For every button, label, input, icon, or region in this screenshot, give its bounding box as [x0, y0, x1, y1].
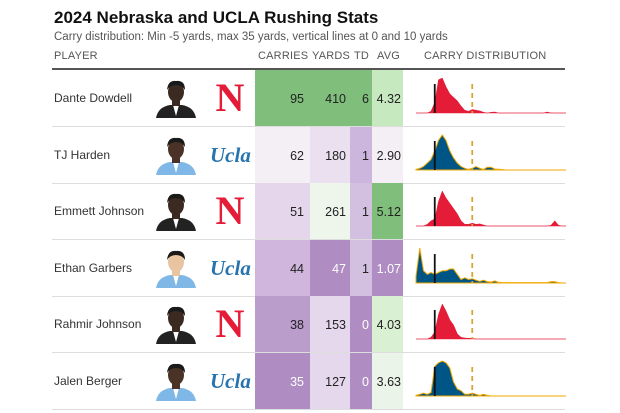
player-name: Rahmir Johnson: [54, 317, 142, 331]
table-row: Rahmir Johnson N 38 153 0 4.03: [52, 296, 566, 353]
yards-cell: 47: [310, 239, 350, 296]
header-carries: CARRIES: [258, 50, 309, 62]
player-headshot: [156, 137, 196, 175]
carries-cell: 62: [255, 126, 310, 183]
carries-cell: 44: [255, 239, 310, 296]
avg-cell: 2.90: [372, 126, 403, 183]
header-player: PLAYER: [54, 50, 98, 62]
td-cell: 0: [350, 352, 372, 409]
nebraska-logo-icon: N: [215, 188, 245, 233]
nebraska-logo-icon: N: [215, 75, 245, 120]
table-row: Ethan Garbers Ucla 44 47 1 1.07: [52, 239, 566, 297]
header-td: TD: [354, 50, 370, 62]
yards-cell: 153: [310, 296, 350, 352]
carry-distribution-chart: [415, 133, 566, 170]
carries-cell: 38: [255, 296, 310, 352]
td-cell: 1: [350, 239, 372, 296]
carry-distribution-chart: [416, 77, 566, 114]
ucla-logo-icon: Ucla: [210, 255, 251, 280]
player-name: TJ Harden: [54, 147, 111, 162]
player-headshot: [156, 80, 196, 118]
player-name: Jalen Berger: [54, 373, 123, 388]
avg-cell: 4.03: [372, 296, 403, 352]
carries-cell: 35: [255, 352, 310, 409]
avg-cell: 1.07: [372, 239, 403, 296]
density-area: [415, 247, 566, 283]
ucla-logo-icon: Ucla: [210, 368, 251, 393]
td-cell: 1: [350, 126, 372, 183]
nebraska-logo-icon: N: [215, 301, 245, 346]
header-yards: YARDS: [312, 50, 351, 62]
td-cell: 1: [350, 183, 372, 239]
player-name: Dante Dowdell: [54, 91, 133, 105]
page-title: 2024 Nebraska and UCLA Rushing Stats: [54, 8, 379, 27]
header-divider: [52, 68, 565, 70]
carries-cell: 51: [255, 183, 310, 239]
carry-distribution-chart: [415, 359, 566, 396]
table-row: TJ Harden Ucla 62 180 1 2.90: [52, 126, 566, 184]
avg-cell: 3.63: [372, 352, 403, 409]
yards-cell: 410: [310, 70, 350, 126]
yards-cell: 127: [310, 352, 350, 409]
player-headshot: [156, 363, 196, 401]
density-area: [415, 133, 566, 170]
header-avg: AVG: [377, 50, 401, 62]
table-row: Dante Dowdell N 95 410 6 4.32: [52, 70, 566, 127]
table-row: Emmett Johnson N 51 261 1 5.12: [52, 183, 566, 240]
subtitle: Carry distribution: Min -5 yards, max 35…: [54, 31, 448, 43]
carry-distribution-chart: [416, 303, 566, 340]
table-row: Jalen Berger Ucla 35 127 0 3.63: [52, 352, 566, 410]
avg-cell: 5.12: [372, 183, 403, 239]
header-carry-distribution: CARRY DISTRIBUTION: [424, 50, 547, 62]
player-name: Emmett Johnson: [54, 204, 145, 218]
avg-cell: 4.32: [372, 70, 403, 126]
ucla-logo-icon: Ucla: [210, 142, 251, 167]
carry-distribution-chart: [416, 190, 566, 227]
player-headshot: [156, 250, 196, 288]
density-area: [416, 303, 566, 340]
density-area: [416, 190, 566, 227]
player-name: Ethan Garbers: [54, 260, 133, 275]
yards-cell: 261: [310, 183, 350, 239]
player-headshot: [156, 306, 196, 344]
td-cell: 6: [350, 70, 372, 126]
density-area: [415, 359, 566, 396]
density-area: [416, 77, 566, 114]
td-cell: 0: [350, 296, 372, 352]
carries-cell: 95: [255, 70, 310, 126]
yards-cell: 180: [310, 126, 350, 183]
carry-distribution-chart: [415, 247, 566, 283]
player-headshot: [156, 193, 196, 231]
